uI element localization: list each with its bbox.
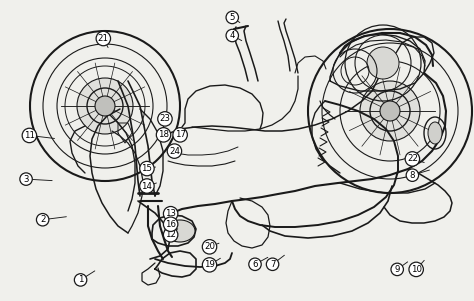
- Text: 21: 21: [98, 34, 109, 43]
- Text: 18: 18: [158, 130, 169, 139]
- Text: 7: 7: [270, 260, 275, 269]
- Text: 5: 5: [229, 13, 235, 22]
- Text: 9: 9: [394, 265, 400, 274]
- Text: 16: 16: [165, 220, 176, 229]
- Circle shape: [360, 81, 420, 141]
- Circle shape: [380, 101, 400, 121]
- Text: 8: 8: [410, 171, 415, 180]
- Circle shape: [367, 47, 399, 79]
- Text: 15: 15: [141, 164, 153, 173]
- Text: 1: 1: [78, 275, 83, 284]
- Text: 4: 4: [229, 31, 235, 40]
- Text: 11: 11: [24, 131, 35, 140]
- Text: 17: 17: [174, 130, 186, 139]
- Text: 23: 23: [159, 114, 171, 123]
- Circle shape: [77, 78, 133, 134]
- Text: 24: 24: [169, 147, 180, 156]
- Text: 22: 22: [407, 154, 418, 163]
- Text: 3: 3: [23, 175, 29, 184]
- Text: 12: 12: [165, 230, 176, 239]
- Circle shape: [95, 96, 115, 116]
- Text: 19: 19: [204, 260, 215, 269]
- Ellipse shape: [165, 220, 195, 242]
- Text: 2: 2: [40, 215, 46, 224]
- Text: 14: 14: [141, 182, 153, 191]
- Text: 10: 10: [410, 265, 422, 274]
- Text: 20: 20: [204, 242, 215, 251]
- Text: 6: 6: [252, 260, 258, 269]
- Ellipse shape: [428, 122, 442, 144]
- Text: 13: 13: [165, 209, 176, 218]
